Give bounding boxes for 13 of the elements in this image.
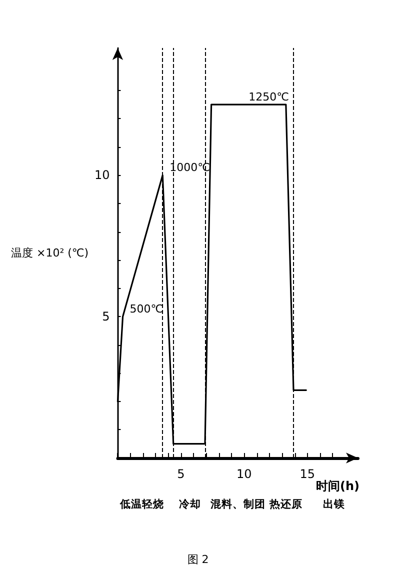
text: 混料、制团	[209, 498, 266, 510]
text: 出镁	[322, 498, 346, 510]
text: 图 2	[187, 553, 209, 566]
annotation: 1250℃	[248, 90, 290, 104]
x-axis-title: 时间(h)	[316, 479, 360, 493]
y-axis-title: 温度 ×10² (℃)	[10, 246, 89, 260]
x-tick-label: 10	[236, 467, 252, 481]
text: 冷却	[178, 498, 201, 510]
x-tick-label: 15	[300, 467, 316, 481]
x-tick-label: 5	[177, 467, 185, 481]
text: 低温轻烧	[118, 498, 164, 510]
text: 热还原	[268, 498, 302, 510]
annotation: 500℃	[130, 302, 164, 316]
